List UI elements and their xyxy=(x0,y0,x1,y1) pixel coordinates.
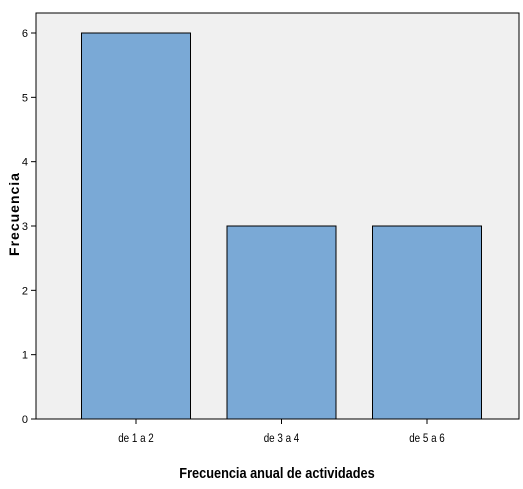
x-tick-label: de 1 a 2 xyxy=(118,432,154,445)
bar xyxy=(81,32,191,420)
y-tick-label: 3 xyxy=(22,221,28,233)
y-axis: 0 1 2 3 4 5 6 xyxy=(22,28,36,426)
bar xyxy=(226,225,337,420)
y-tick-label: 6 xyxy=(22,28,28,40)
x-axis-title: Frecuencia anual de actividades xyxy=(179,464,375,481)
y-tick-label: 2 xyxy=(22,285,28,297)
x-tick-label: de 3 a 4 xyxy=(264,432,300,445)
y-tick-label: 4 xyxy=(22,157,28,169)
y-tick-label: 5 xyxy=(22,92,28,104)
bar xyxy=(372,225,482,420)
x-tick-label: de 5 a 6 xyxy=(409,432,445,445)
y-tick-label: 0 xyxy=(22,414,28,426)
x-axis: de 1 a 2 de 3 a 4 de 5 a 6 xyxy=(118,419,445,445)
y-axis-title: Frecuencia xyxy=(6,172,22,256)
bars xyxy=(81,32,482,420)
y-tick-label: 1 xyxy=(22,350,28,362)
